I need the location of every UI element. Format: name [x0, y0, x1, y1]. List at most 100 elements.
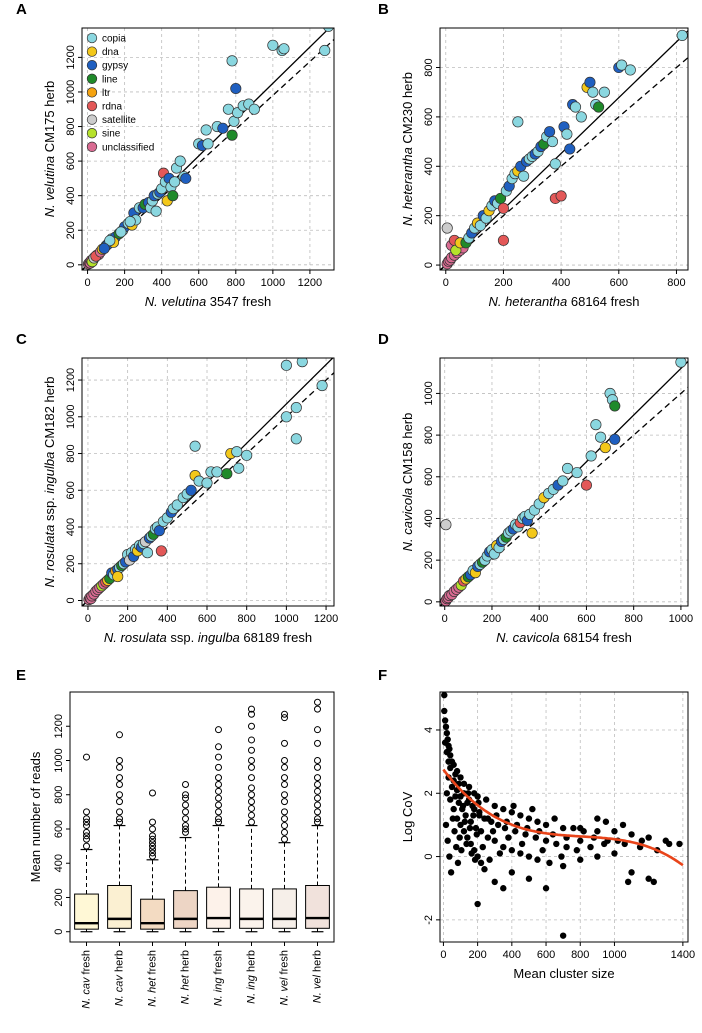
box-3: N. het fresh	[140, 789, 165, 1007]
data-point	[594, 815, 601, 822]
outlier	[248, 705, 255, 713]
x-tick-label: 800	[571, 949, 589, 961]
panel-letter-e: E	[16, 667, 26, 684]
x-tick-label: 1000	[669, 613, 693, 625]
data-point-copia	[211, 466, 223, 478]
data-point	[491, 837, 498, 844]
plot-content	[440, 358, 688, 606]
legend-marker-line	[86, 73, 98, 84]
data-point-copia	[569, 101, 582, 113]
data-point	[525, 815, 533, 822]
legend-label-unclassified: unclassified	[102, 142, 154, 153]
y-tick-label: 400	[423, 509, 435, 527]
x-tick-label: N. cav fresh	[81, 950, 93, 1009]
y-tick-label: 0	[423, 853, 435, 859]
data-point-rdna	[155, 545, 167, 557]
data-point-copia	[587, 86, 599, 98]
data-point-copia	[518, 170, 530, 182]
data-point	[611, 850, 618, 857]
data-point	[447, 869, 455, 876]
data-point	[444, 837, 451, 844]
x-tick-label: N. het fresh	[147, 950, 159, 1007]
data-point-gypsy	[180, 172, 192, 184]
data-point	[501, 824, 509, 832]
outlier	[248, 763, 255, 771]
x-tick-label-italic: N. vel	[312, 975, 324, 1004]
data-point	[476, 812, 483, 819]
outlier	[248, 811, 255, 819]
data-point	[534, 856, 541, 863]
outlier	[314, 808, 321, 816]
data-point	[460, 780, 468, 787]
data-point	[508, 847, 516, 854]
x-tick-label-rest: fresh	[81, 950, 93, 978]
data-point-copia	[561, 462, 574, 475]
data-point-satellite	[440, 519, 452, 531]
data-point	[508, 869, 516, 876]
data-point	[553, 840, 560, 848]
x-tick-label: 200	[494, 277, 512, 289]
outlier	[83, 832, 90, 840]
data-point-copia	[323, 28, 334, 32]
data-point-gypsy	[609, 433, 621, 445]
data-point-rdna	[497, 202, 509, 214]
data-point-gypsy	[153, 525, 165, 537]
data-point	[453, 843, 460, 851]
y-axis-label-part: N. cavicola	[400, 488, 415, 552]
outlier	[281, 710, 288, 718]
data-point-copia	[316, 380, 328, 392]
x-tick-label: N. ing fresh	[213, 950, 225, 1006]
data-point	[441, 692, 448, 699]
outlier	[314, 801, 321, 809]
data-point-copia	[575, 111, 587, 123]
data-point-copia	[675, 358, 687, 368]
y-tick-label: 400	[423, 157, 435, 175]
x-tick-label-italic: N. vel	[279, 977, 291, 1006]
data-point	[464, 834, 471, 841]
data-point	[449, 815, 457, 822]
y-axis-label-part: N. heterantha	[400, 147, 415, 226]
outlier	[314, 780, 321, 788]
y-tick-label: 2	[423, 790, 435, 796]
data-point	[619, 821, 627, 829]
outlier	[281, 835, 288, 843]
box-5: N. ing fresh	[206, 726, 231, 1006]
legend-label-line: line	[102, 74, 118, 85]
x-axis-label-part: 3547 fresh	[206, 294, 271, 309]
legend-label-ltr: ltr	[102, 88, 111, 99]
data-point-rdna	[555, 190, 567, 202]
outlier	[215, 743, 222, 751]
outlier	[149, 789, 156, 797]
data-point-copia	[624, 64, 636, 76]
plot-content	[441, 692, 684, 939]
x-tick-label-rest: fresh	[213, 950, 225, 978]
y-tick-label: 200	[65, 555, 77, 573]
y-tick-label: 1200	[53, 714, 65, 738]
x-tick-label: 600	[610, 277, 628, 289]
outlier	[182, 801, 189, 809]
data-point	[447, 796, 454, 803]
data-point	[470, 812, 477, 819]
identity-line-dashed	[440, 57, 688, 270]
data-point	[638, 837, 646, 844]
panel-letter-c: C	[16, 331, 27, 348]
x-tick-label: 0	[440, 949, 446, 961]
x-tick-label-italic: N. ing	[246, 974, 258, 1004]
x-tick-label: 200	[468, 949, 486, 961]
data-point	[484, 815, 492, 822]
outlier	[248, 756, 255, 764]
data-point	[522, 831, 529, 838]
data-point	[441, 717, 449, 724]
y-tick-label: 1200	[65, 45, 77, 69]
data-point	[445, 758, 452, 765]
data-point-line	[226, 129, 238, 141]
y-tick-label: 4	[423, 727, 435, 733]
y-tick-label: 0	[423, 599, 435, 605]
legend-marker-unclassified	[86, 141, 98, 152]
data-point	[456, 834, 463, 841]
fit-curve	[442, 768, 684, 867]
x-tick-label: 0	[443, 277, 449, 289]
data-point	[468, 850, 475, 857]
y-tick-label: 600	[65, 481, 77, 499]
data-point	[628, 869, 635, 876]
